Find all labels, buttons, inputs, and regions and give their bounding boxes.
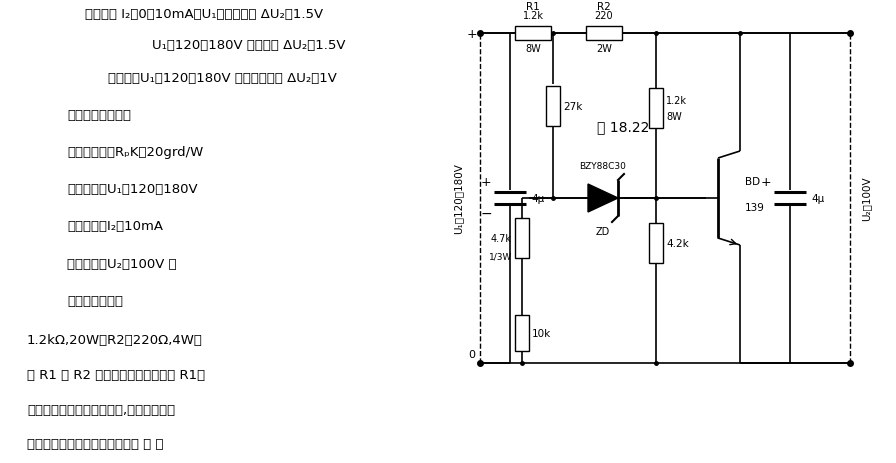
Polygon shape: [588, 185, 618, 213]
Text: 8W: 8W: [525, 44, 541, 54]
Text: 输入电压；U₁＝120～180V: 输入电压；U₁＝120～180V: [67, 183, 198, 196]
Text: 输出电压变化量：: 输出电压变化量：: [67, 109, 131, 122]
Text: 阻 R1 和 R2 的允许耗散功率，比如 R1＝: 阻 R1 和 R2 的允许耗散功率，比如 R1＝: [27, 368, 205, 381]
Text: 能。如果要允许长时间短路,则必须加大电: 能。如果要允许长时间短路,则必须加大电: [27, 403, 175, 416]
Text: 图 18.22: 图 18.22: [597, 120, 649, 134]
Text: 输出电流 I₂＝0～10mA（U₁＝常数）时 ΔU₂＝1.5V: 输出电流 I₂＝0～10mA（U₁＝常数）时 ΔU₂＝1.5V: [85, 8, 323, 21]
Text: U₁＝120～180V: U₁＝120～180V: [453, 163, 463, 234]
Text: 27k: 27k: [563, 102, 582, 112]
Text: 4μ: 4μ: [531, 194, 544, 204]
Text: R1: R1: [526, 2, 540, 12]
Text: U₂＝100V: U₂＝100V: [861, 176, 871, 221]
Text: +: +: [761, 175, 771, 188]
Bar: [515, 219, 529, 258]
Text: 220: 220: [595, 11, 614, 21]
Text: 10k: 10k: [532, 328, 551, 338]
Bar: [515, 27, 551, 41]
Bar: [649, 224, 663, 263]
Text: 主要技术数据：: 主要技术数据：: [67, 294, 124, 307]
Bar: [649, 89, 663, 129]
Text: U₁＝120～180V 和空载时 ΔU₂＝1.5V: U₁＝120～180V 和空载时 ΔU₂＝1.5V: [152, 39, 346, 52]
Text: 139: 139: [745, 203, 765, 213]
Text: 1/3W: 1/3W: [488, 252, 512, 261]
Text: 8W: 8W: [666, 112, 682, 122]
Bar: [546, 87, 560, 127]
Text: 输出电流；I₂＝10mA: 输出电流；I₂＝10mA: [67, 220, 163, 233]
Text: 1.2k: 1.2k: [666, 96, 687, 106]
Text: BZY88C30: BZY88C30: [580, 162, 626, 171]
Text: 2W: 2W: [596, 44, 612, 54]
Text: 输出电压；U₂＝100V ．: 输出电压；U₂＝100V ．: [67, 257, 177, 270]
Text: 0: 0: [469, 349, 476, 359]
Text: ZD: ZD: [596, 226, 610, 237]
Text: +: +: [480, 175, 491, 188]
Bar: [515, 315, 529, 351]
Text: 输入电压U₁＝120～180V 和额定负载时 ΔU₂＝1V: 输入电压U₁＝120～180V 和额定负载时 ΔU₂＝1V: [108, 72, 336, 85]
Text: 1.2kΩ,20W；R2＝220Ω,4W。: 1.2kΩ,20W；R2＝220Ω,4W。: [27, 333, 202, 346]
Text: 散热器热阻；RₚK＝20grd/W: 散热器热阻；RₚK＝20grd/W: [67, 146, 203, 159]
Text: 1.2k: 1.2k: [522, 11, 544, 21]
Text: 4.2k: 4.2k: [666, 238, 689, 249]
Text: −: −: [480, 206, 492, 220]
Bar: [586, 27, 622, 41]
Text: +: +: [467, 27, 478, 40]
Text: BD: BD: [745, 176, 760, 187]
Text: 该电路有空载保护和短时短路保 护 功: 该电路有空载保护和短时短路保 护 功: [27, 438, 163, 450]
Text: 4μ: 4μ: [811, 194, 824, 204]
Text: 4.7k: 4.7k: [491, 233, 512, 244]
Text: R2: R2: [597, 2, 611, 12]
